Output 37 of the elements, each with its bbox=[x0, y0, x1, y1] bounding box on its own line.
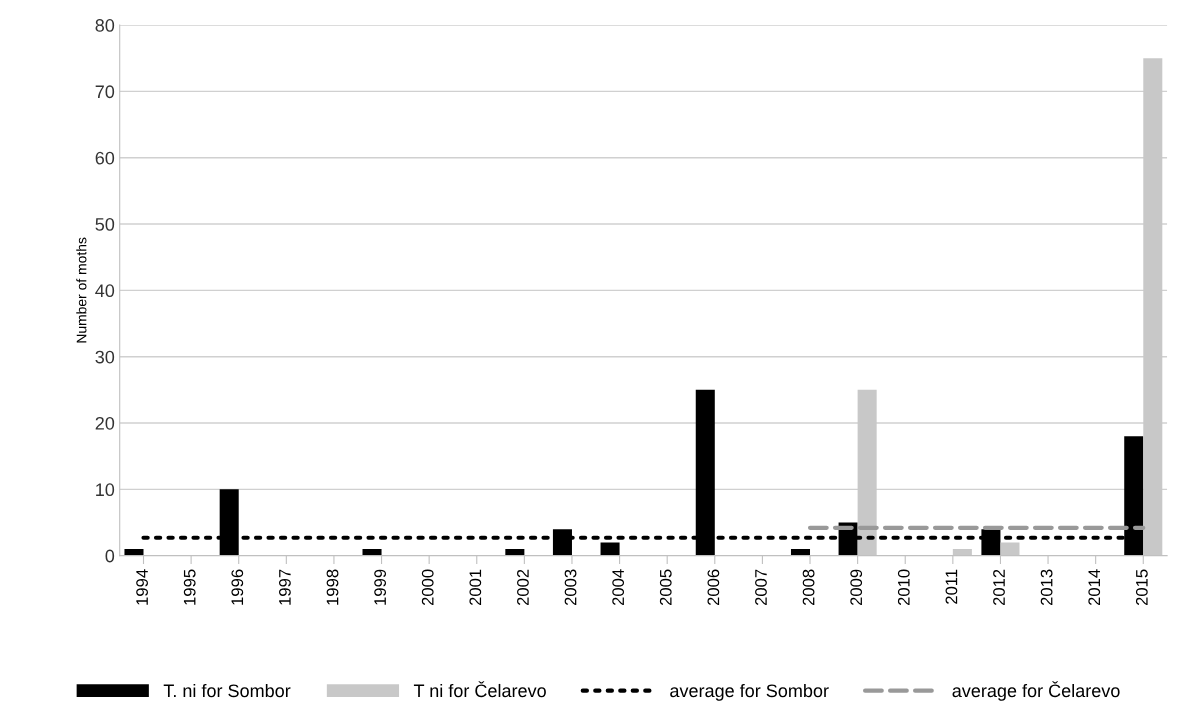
x-tick-label: 1997 bbox=[279, 569, 291, 605]
x-tick-label: 2012 bbox=[993, 569, 1005, 606]
legend-label: average for Sombor bbox=[670, 683, 829, 701]
legend-label: average for Čelarevo bbox=[952, 681, 1120, 701]
x-tick-label: 2002 bbox=[517, 569, 529, 606]
legend-label: T ni for Čelarevo bbox=[413, 681, 546, 698]
y-tick-label: 70 bbox=[95, 85, 115, 99]
x-tick-label: 2009 bbox=[850, 569, 863, 606]
y-tick-label: 60 bbox=[95, 151, 115, 165]
y-tick-label: 80 bbox=[95, 19, 115, 32]
y-tick-label: 40 bbox=[95, 284, 115, 298]
x-tick-label: 2015 bbox=[1135, 569, 1148, 606]
x-tick-label: 2007 bbox=[755, 569, 767, 606]
x-tick-label: 1998 bbox=[326, 569, 339, 605]
x-tick-label: 2000 bbox=[421, 569, 434, 606]
x-tick-label: 1996 bbox=[231, 569, 244, 605]
y-tick-label: 0 bbox=[105, 549, 115, 563]
x-tick-label: 2001 bbox=[469, 569, 482, 606]
legend-label: T. ni for Sombor bbox=[163, 683, 291, 698]
x-tick-label: 2013 bbox=[1040, 569, 1053, 606]
y-tick-label: 20 bbox=[95, 416, 115, 430]
y-tick-label: 50 bbox=[95, 218, 115, 231]
x-tick-label: 2010 bbox=[897, 569, 910, 606]
x-tick-label: 2011 bbox=[945, 569, 958, 604]
x-tick-label: 2004 bbox=[612, 569, 625, 606]
x-tick-label: 2008 bbox=[802, 569, 815, 606]
x-tick-label: 2003 bbox=[564, 569, 577, 606]
y-tick-label: 10 bbox=[96, 483, 115, 497]
x-tick-label: 2006 bbox=[707, 569, 720, 606]
x-tick-label: 1995 bbox=[183, 569, 196, 605]
x-tick-label: 1999 bbox=[374, 569, 387, 605]
bar bbox=[600, 542, 620, 556]
y-axis-title: Number of moths bbox=[76, 237, 87, 343]
x-tick-label: 2005 bbox=[659, 569, 672, 606]
x-tick-label: 2014 bbox=[1088, 569, 1101, 606]
y-tick-label: 30 bbox=[95, 350, 115, 364]
x-tick-label: 1994 bbox=[136, 569, 148, 605]
